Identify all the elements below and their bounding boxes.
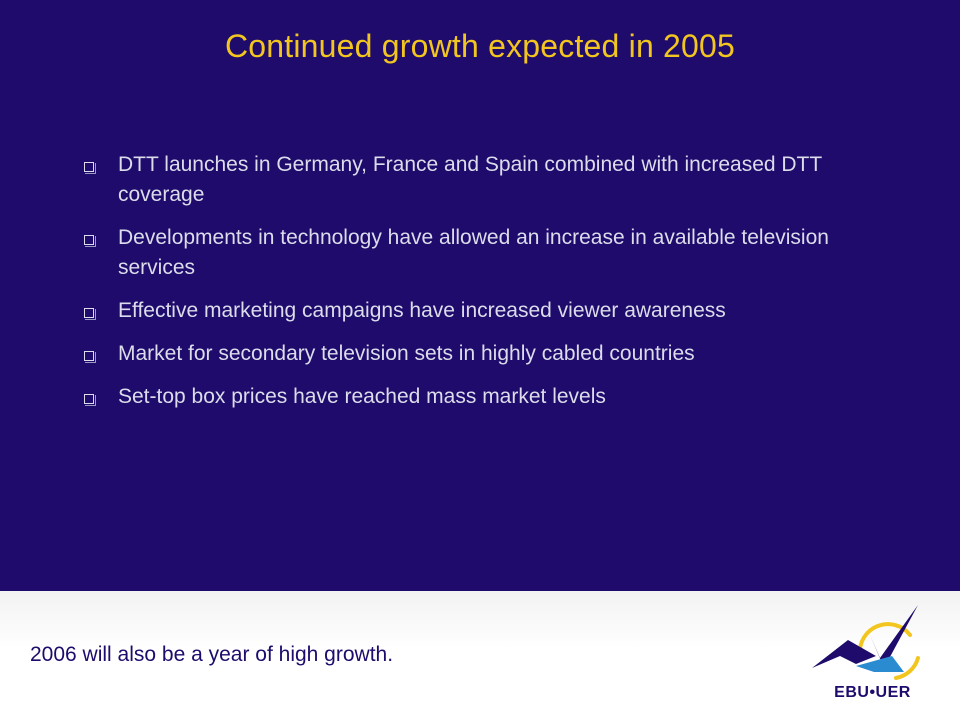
ebu-logo-icon bbox=[812, 605, 920, 680]
bullet-text: Developments in technology have allowed … bbox=[118, 226, 829, 279]
bullet-item: Market for secondary television sets in … bbox=[84, 339, 864, 369]
bullet-item: Set-top box prices have reached mass mar… bbox=[84, 382, 864, 412]
slide-content-area: Continued growth expected in 2005 DTT la… bbox=[0, 0, 960, 591]
square-bullet-icon bbox=[84, 394, 96, 406]
bullet-text: Effective marketing campaigns have incre… bbox=[118, 299, 726, 322]
bullet-list: DTT launches in Germany, France and Spai… bbox=[84, 150, 864, 425]
bullet-text: Set-top box prices have reached mass mar… bbox=[118, 385, 606, 408]
bullet-item: Developments in technology have allowed … bbox=[84, 223, 864, 283]
bullet-item: DTT launches in Germany, France and Spai… bbox=[84, 150, 864, 210]
ebu-logo-text: EBU•UER bbox=[834, 684, 911, 701]
slide-footer bbox=[0, 591, 960, 720]
bullet-item: Effective marketing campaigns have incre… bbox=[84, 296, 864, 326]
slide-title: Continued growth expected in 2005 bbox=[224, 28, 736, 64]
square-bullet-icon bbox=[84, 235, 96, 247]
footer-note: 2006 will also be a year of high growth. bbox=[30, 643, 394, 666]
bullet-text: DTT launches in Germany, France and Spai… bbox=[118, 153, 822, 206]
square-bullet-icon bbox=[84, 162, 96, 174]
bullet-text: Market for secondary television sets in … bbox=[118, 342, 695, 365]
square-bullet-icon bbox=[84, 351, 96, 363]
square-bullet-icon bbox=[84, 308, 96, 320]
